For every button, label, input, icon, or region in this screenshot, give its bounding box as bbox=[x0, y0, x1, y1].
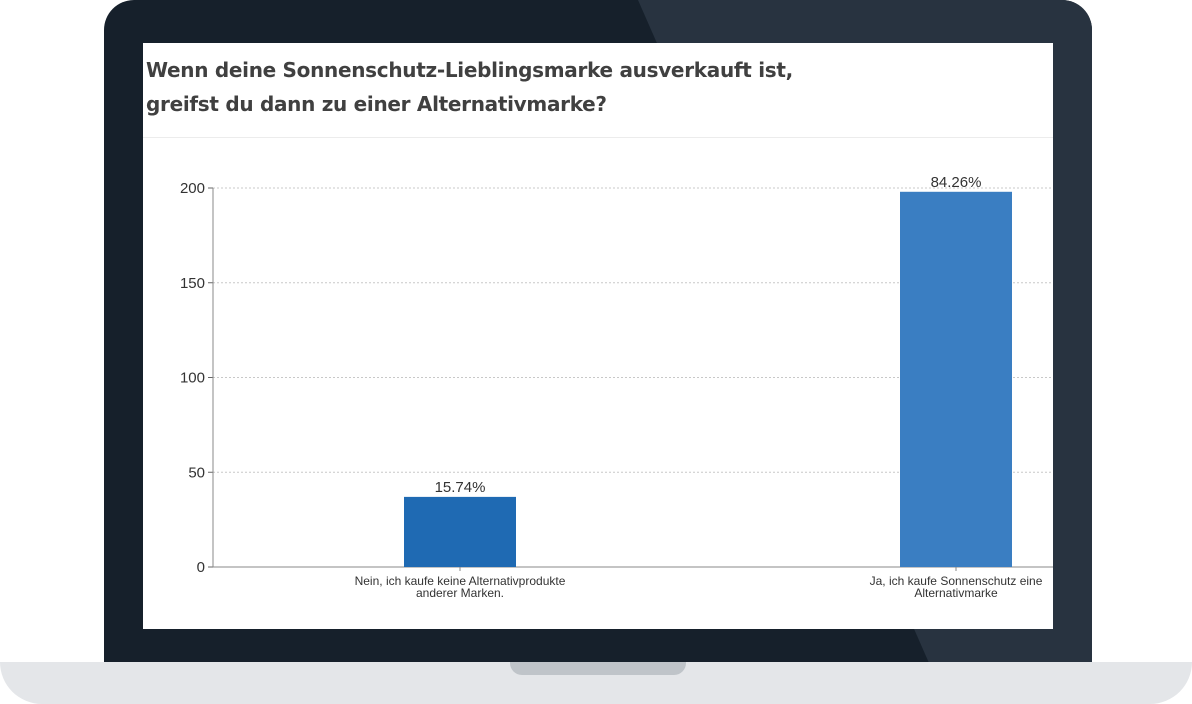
laptop-notch bbox=[510, 662, 686, 675]
y-tick-label: 150 bbox=[180, 275, 205, 292]
x-tick-label: anderer Marken. bbox=[416, 586, 504, 600]
title-divider bbox=[143, 137, 1053, 138]
data-label: 84.26% bbox=[931, 174, 982, 191]
y-tick-label: 100 bbox=[180, 370, 205, 387]
chart-title: Wenn deine Sonnenschutz-Lieblingsmarke a… bbox=[146, 58, 793, 116]
bar bbox=[404, 496, 516, 567]
laptop-screen: Wenn deine Sonnenschutz-Lieblingsmarke a… bbox=[143, 43, 1053, 629]
x-tick-label: Ja, ich kaufe Sonnenschutz eine bbox=[870, 574, 1043, 588]
data-label: 15.74% bbox=[435, 479, 486, 496]
y-tick-label: 200 bbox=[180, 180, 205, 197]
bar-chart: 0 50 100 150 200 15.74% Nein, ich kaufe keine … bbox=[180, 174, 1053, 600]
x-tick-label: Alternativmarke bbox=[914, 586, 998, 600]
bar bbox=[900, 191, 1012, 568]
x-tick-label: Nein, ich kaufe keine Alternativprodukte bbox=[355, 574, 566, 588]
y-tick-label: 50 bbox=[188, 464, 205, 481]
y-tick-label: 0 bbox=[197, 559, 205, 576]
